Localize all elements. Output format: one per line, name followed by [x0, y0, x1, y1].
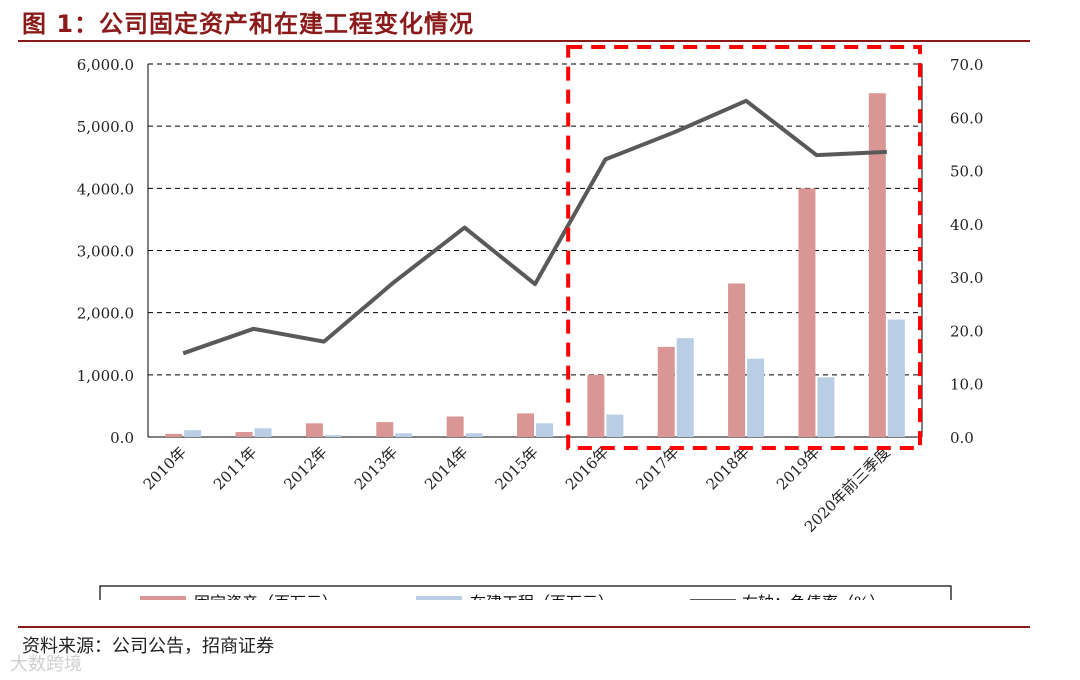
source-note: 资料来源：公司公告，招商证券	[22, 636, 274, 657]
bar-construction	[536, 423, 553, 437]
bar-fixed-assets	[868, 93, 886, 438]
page-title: 图 1：公司固定资产和在建工程变化情况	[22, 10, 475, 38]
right-tick-label: 30.0	[950, 269, 983, 287]
bar-construction	[324, 435, 342, 437]
bar-construction	[254, 428, 272, 437]
x-tick-label: 2014年	[421, 443, 471, 493]
left-tick-label: 4,000.0	[77, 180, 134, 198]
x-tick-label: 2019年	[773, 443, 823, 493]
left-tick-label: 6,000.0	[77, 56, 134, 74]
legend-swatch-construction	[416, 596, 462, 600]
bar-fixed-assets	[657, 346, 675, 437]
bar-construction	[606, 414, 624, 437]
bar-fixed-assets	[376, 422, 394, 437]
right-tick-label: 20.0	[950, 322, 983, 340]
bar-fixed-assets	[235, 432, 253, 437]
x-tick-label: 2018年	[703, 443, 753, 493]
bar-fixed-assets	[798, 188, 816, 437]
bar-construction	[676, 338, 694, 437]
legend: 固定资产（百万元） 在建工程（百万元） 右轴：负债率（%）	[99, 585, 952, 600]
watermark: 大数跨境	[10, 654, 82, 675]
bar-construction	[184, 430, 202, 437]
x-tick-label: 2012年	[280, 443, 330, 493]
debt-ratio-polyline	[182, 98, 887, 356]
left-tick-label: 1,000.0	[77, 367, 134, 385]
legend-swatch-fixed-assets	[140, 596, 186, 600]
x-tick-label: 2017年	[632, 443, 682, 493]
left-tick-label: 3,000.0	[77, 243, 134, 261]
legend-label-debt-ratio: 右轴：负债率（%）	[742, 593, 885, 600]
legend-frame	[99, 585, 952, 600]
bar-fixed-assets	[446, 416, 464, 437]
x-tick-label: 2016年	[562, 443, 612, 493]
bar-fixed-assets	[305, 423, 323, 437]
bar-construction	[395, 433, 413, 437]
left-axis-ticks: 0.0 1,000.0 2,000.0 3,000.0 4,000.0 5,000.0 6,…	[77, 56, 134, 447]
legend-label-construction: 在建工程（百万元）	[470, 593, 614, 600]
right-tick-label: 0.0	[950, 429, 974, 447]
highlight-rect	[566, 45, 922, 450]
footer-rule	[18, 626, 1030, 628]
chart: 0.0 1,000.0 2,000.0 3,000.0 4,000.0 5,000.0 6,…	[77, 45, 983, 600]
x-tick-label: 2013年	[351, 443, 401, 493]
right-tick-label: 60.0	[950, 109, 983, 127]
x-tick-label: 2011年	[210, 443, 260, 493]
right-tick-label: 10.0	[950, 376, 983, 394]
gridlines	[147, 63, 923, 438]
right-tick-label: 40.0	[950, 216, 983, 234]
left-tick-label: 5,000.0	[77, 118, 134, 136]
bar-fixed-assets	[517, 413, 534, 437]
left-tick-label: 2,000.0	[77, 305, 134, 323]
debt-ratio-line	[182, 98, 887, 356]
bar-fixed-assets	[165, 433, 183, 437]
highlight-box	[566, 45, 922, 450]
bar-construction	[465, 433, 483, 437]
bar-construction	[887, 319, 905, 437]
x-tick-label: 2010年	[140, 443, 190, 493]
left-tick-label: 0.0	[110, 429, 134, 447]
bar-construction	[817, 377, 835, 437]
x-axis-labels: 2010年 2011年 2012年 2013年 2014年 2015年 2016年 2017年…	[140, 443, 894, 536]
bar-fixed-assets	[728, 283, 746, 437]
bars	[165, 93, 905, 438]
bar-construction	[747, 358, 765, 437]
right-tick-label: 50.0	[950, 163, 983, 181]
right-tick-label: 70.0	[950, 56, 983, 74]
title-rule	[18, 40, 1030, 42]
legend-label-fixed-assets: 固定资产（百万元）	[194, 593, 338, 600]
bar-fixed-assets	[587, 374, 605, 437]
x-tick-label: 2015年	[491, 443, 541, 493]
right-axis-ticks: 0.0 10.0 20.0 30.0 40.0 50.0 60.0 70.0	[950, 56, 983, 447]
